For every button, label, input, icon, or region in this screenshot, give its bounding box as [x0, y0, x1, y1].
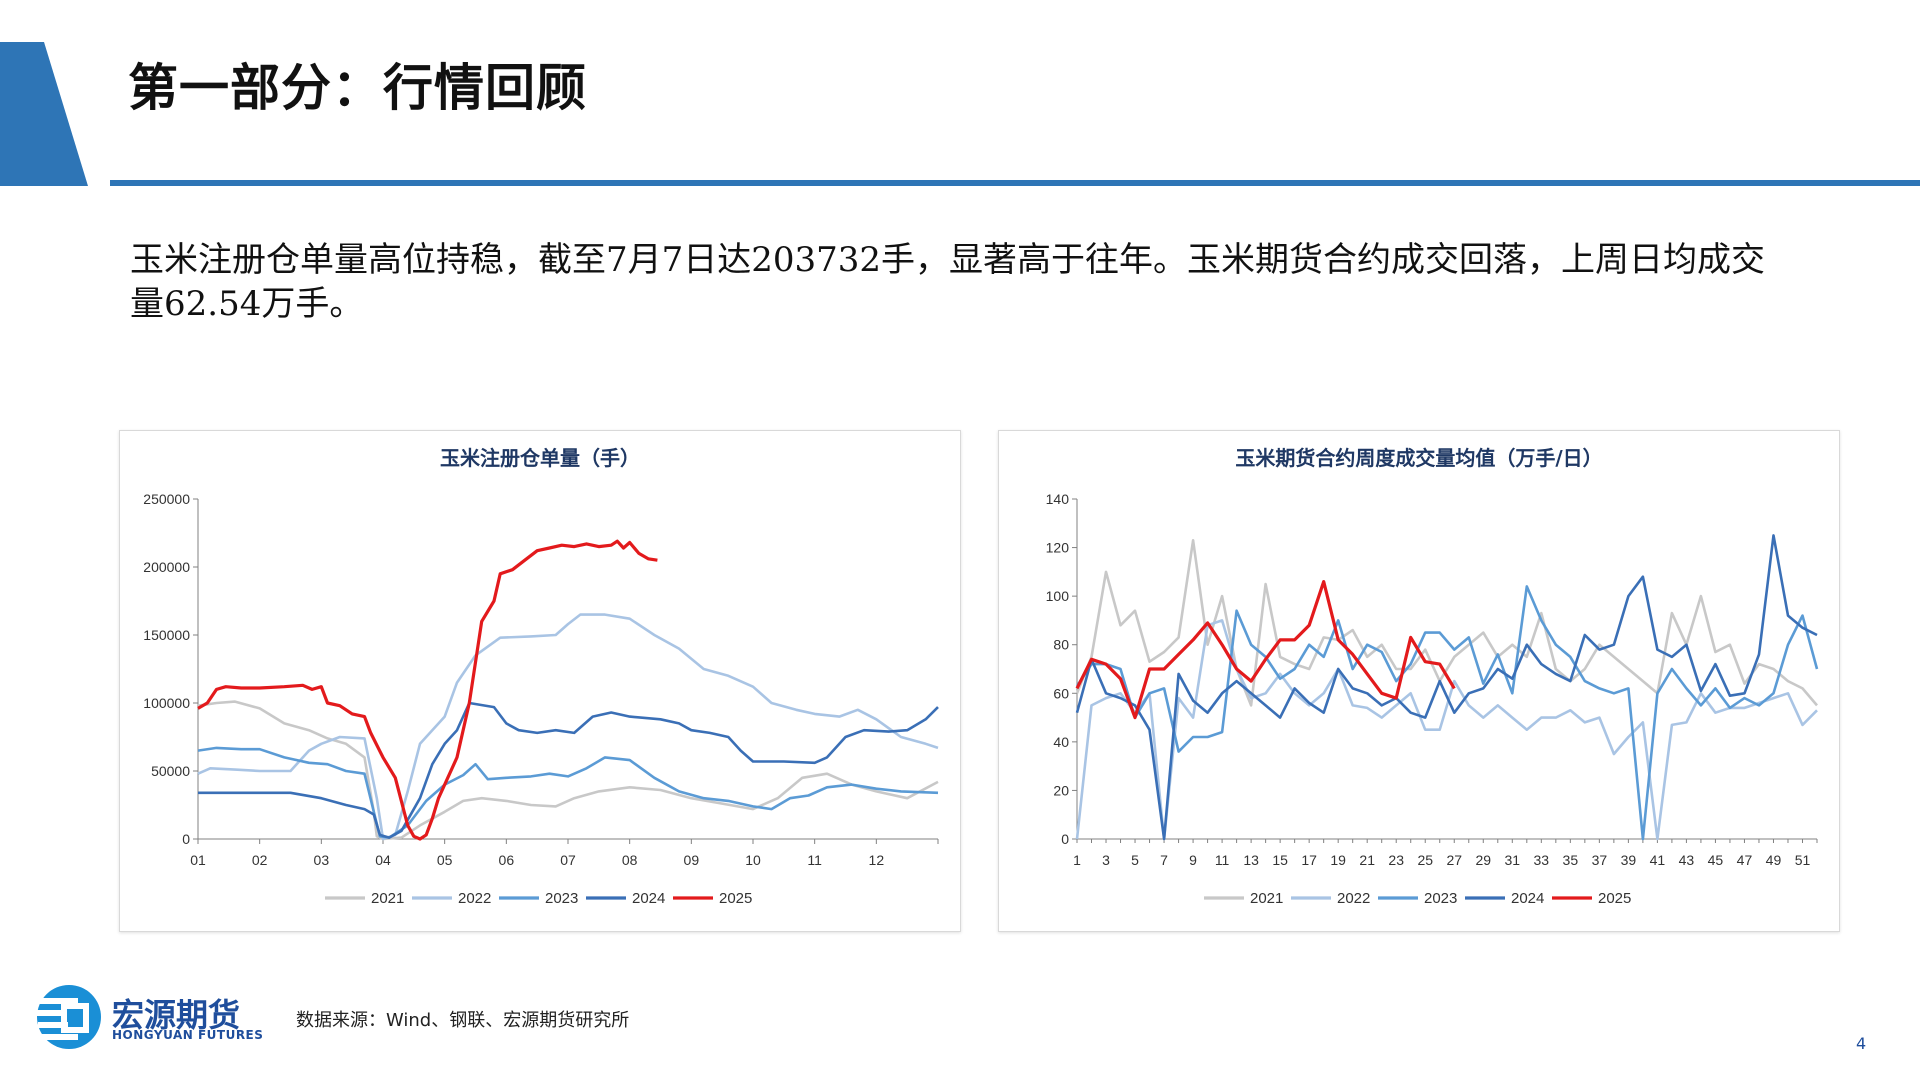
x-tick-label: 41 — [1650, 852, 1666, 868]
x-tick-label: 47 — [1737, 852, 1753, 868]
x-tick-label: 13 — [1243, 852, 1259, 868]
y-tick-label: 80 — [1053, 637, 1069, 653]
chart-title: 玉米注册仓单量（手） — [440, 446, 640, 470]
series-line-2025 — [197, 539, 658, 841]
x-tick-label: 27 — [1446, 852, 1462, 868]
x-tick-label: 29 — [1475, 852, 1491, 868]
x-tick-label: 25 — [1417, 852, 1433, 868]
page-number: 4 — [1856, 1034, 1867, 1053]
x-tick-label: 7 — [1160, 852, 1168, 868]
y-tick-label: 0 — [182, 831, 190, 847]
y-tick-label: 200000 — [143, 559, 190, 575]
x-tick-label: 1 — [1073, 852, 1081, 868]
x-tick-label: 17 — [1301, 852, 1317, 868]
chart-weekly-volume: 玉米期货合约周度成交量均值（万手/日） 0 20 40 60 80 100 120 140 1 3 5… — [998, 430, 1840, 932]
logo-chinese-name: 宏源期货 — [112, 996, 241, 1034]
x-tick-label: 05 — [437, 852, 453, 868]
x-tick-label: 35 — [1563, 852, 1579, 868]
logo-english-name: HONGYUAN FUTURES — [112, 1028, 264, 1042]
page-title: 第一部分：行情回顾 — [128, 59, 587, 117]
x-tick-label: 39 — [1621, 852, 1637, 868]
y-tick-label: 250000 — [143, 491, 190, 507]
x-tick-label: 3 — [1102, 852, 1110, 868]
x-tick-label: 51 — [1795, 852, 1811, 868]
x-tick-label: 23 — [1388, 852, 1404, 868]
legend-label-2022: 2022 — [458, 890, 491, 907]
x-tick-label: 45 — [1708, 852, 1724, 868]
series-line-2022 — [197, 613, 939, 841]
x-tick-label: 01 — [190, 852, 206, 868]
x-tick-label: 21 — [1359, 852, 1375, 868]
x-tick-label: 5 — [1131, 852, 1139, 868]
y-tick-label: 40 — [1053, 734, 1069, 750]
x-tick-label: 11 — [807, 852, 822, 868]
y-tick-label: 50000 — [151, 763, 190, 779]
x-tick-label: 08 — [622, 852, 638, 868]
x-tick-label: 31 — [1505, 852, 1521, 868]
legend-label-2023: 2023 — [545, 890, 578, 907]
y-tick-label: 20 — [1053, 782, 1069, 798]
x-tick-label: 03 — [314, 852, 330, 868]
chart-title: 玉米期货合约周度成交量均值（万手/日） — [1235, 446, 1602, 470]
series-line-2021 — [1075, 539, 1818, 707]
data-source-note: 数据来源：Wind、钢联、宏源期货研究所 — [296, 1010, 630, 1031]
series-line-2021 — [197, 700, 939, 841]
legend-label-2024: 2024 — [1511, 890, 1544, 907]
y-tick-label: 150000 — [143, 627, 190, 643]
legend-label-2024: 2024 — [632, 890, 665, 907]
series-line-2025 — [1075, 580, 1456, 720]
chart-registered-warrants: 玉米注册仓单量（手） 0 50000 100000 150000 200000 250000… — [119, 430, 961, 932]
y-tick-label: 60 — [1053, 685, 1069, 701]
y-tick-label: 120 — [1046, 540, 1070, 556]
x-tick-label: 09 — [684, 852, 700, 868]
x-tick-label: 10 — [745, 852, 761, 868]
series-line-2023 — [1075, 585, 1819, 841]
y-tick-label: 140 — [1046, 491, 1070, 507]
x-tick-label: 43 — [1679, 852, 1695, 868]
legend-label-2022: 2022 — [1337, 890, 1370, 907]
x-tick-label: 37 — [1592, 852, 1608, 868]
legend-label-2021: 2021 — [1250, 890, 1283, 907]
x-tick-label: 04 — [375, 852, 391, 868]
x-tick-label: 19 — [1330, 852, 1346, 868]
header-accent-shape — [0, 42, 88, 186]
chart-registered-warrants-svg: 玉米注册仓单量（手） 0 50000 100000 150000 200000 250000… — [143, 446, 939, 907]
x-tick-label: 15 — [1272, 852, 1288, 868]
x-tick-label: 07 — [560, 852, 576, 868]
summary-text: 玉米注册仓单量高位持稳，截至7月7日达203732手，显著高于往年。玉米期货合约… — [130, 240, 1766, 324]
legend-label-2025: 2025 — [719, 890, 752, 907]
legend-label-2023: 2023 — [1424, 890, 1457, 907]
series-line-2023 — [197, 746, 939, 839]
x-tick-label: 12 — [869, 852, 885, 868]
y-tick-label: 100 — [1046, 588, 1070, 604]
header-divider — [110, 180, 1920, 186]
series-line-2024 — [198, 701, 939, 839]
company-logo-icon — [36, 985, 101, 1049]
x-tick-label: 11 — [1215, 852, 1230, 868]
series-line-2024 — [1075, 534, 1818, 841]
y-tick-label: 100000 — [143, 695, 190, 711]
legend-label-2025: 2025 — [1598, 890, 1631, 907]
x-tick-label: 49 — [1766, 852, 1782, 868]
x-tick-label: 06 — [499, 852, 515, 868]
series-line-2022 — [1075, 619, 1818, 841]
x-tick-label: 02 — [252, 852, 268, 868]
x-tick-label: 33 — [1534, 852, 1550, 868]
x-tick-label: 9 — [1189, 852, 1197, 868]
y-tick-label: 0 — [1061, 831, 1069, 847]
legend-label-2021: 2021 — [371, 890, 404, 907]
